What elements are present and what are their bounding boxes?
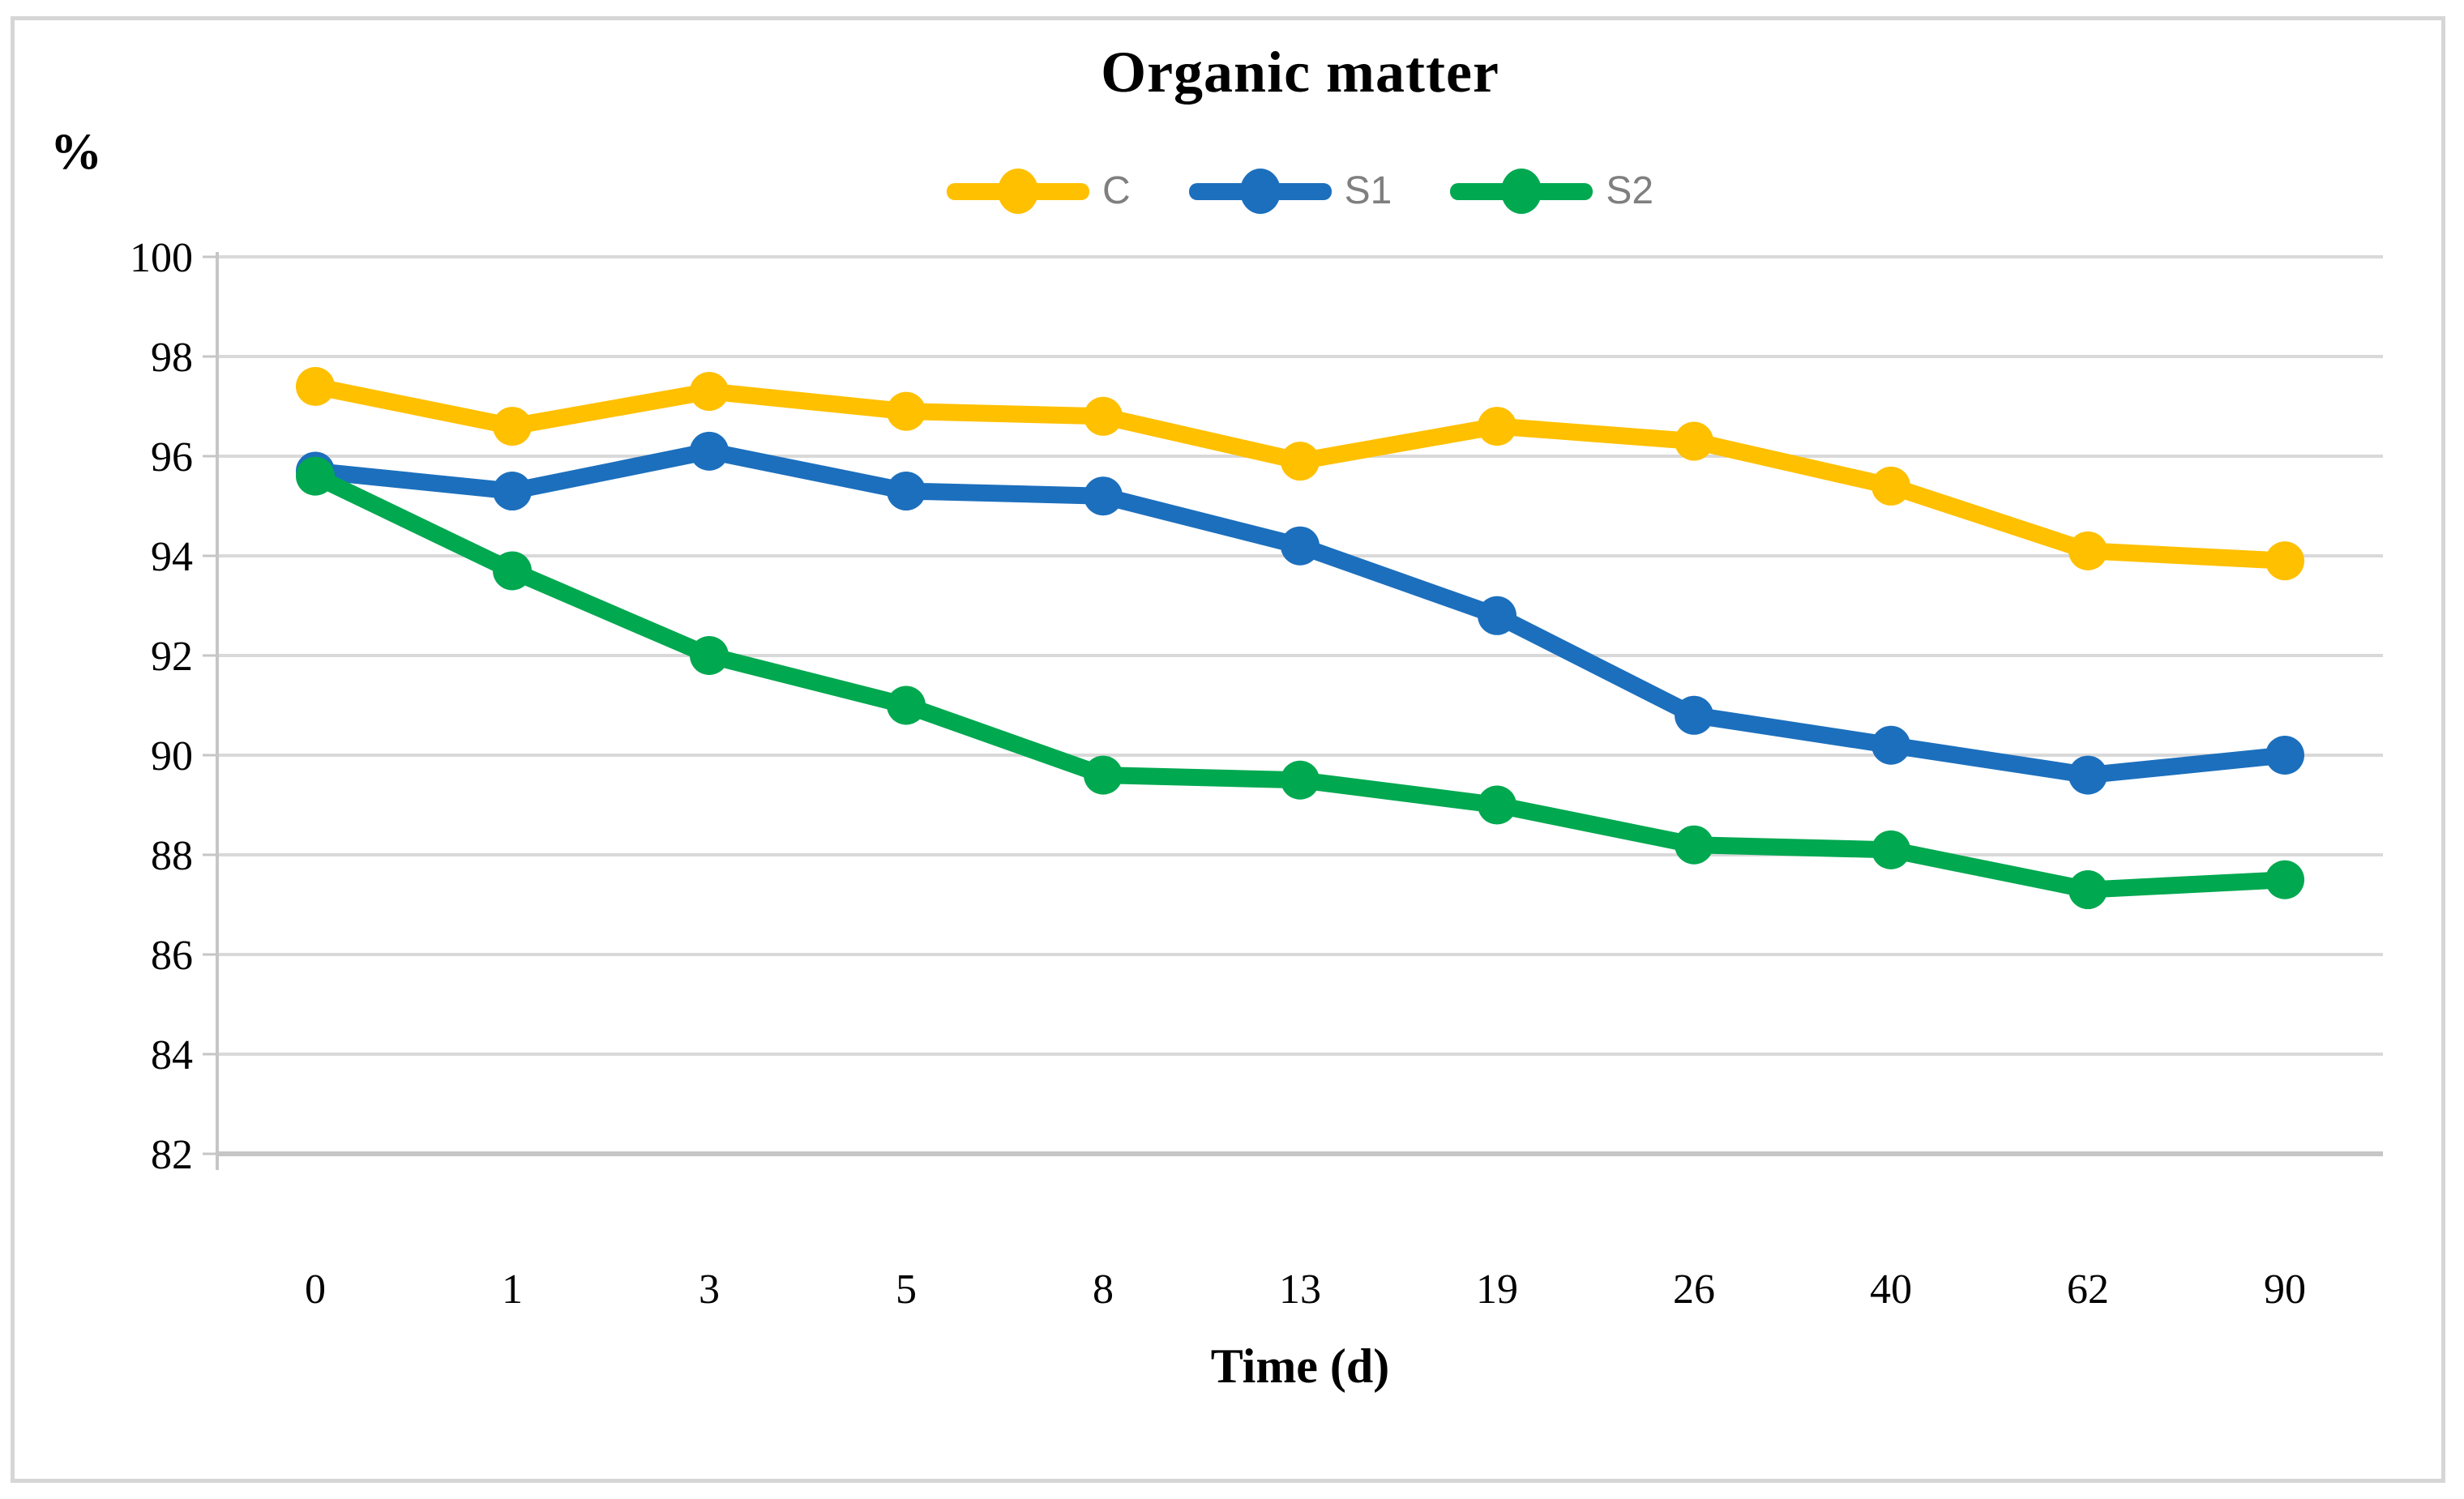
data-point-C	[296, 366, 335, 406]
data-point-C	[1675, 421, 1713, 461]
legend-label: S1	[1344, 169, 1392, 212]
x-tick-label: 0	[305, 1266, 326, 1313]
x-tick-label: 8	[1093, 1266, 1114, 1313]
data-point-S2	[1675, 825, 1713, 865]
legend: C S1 S2	[217, 169, 2383, 214]
data-point-S2	[1084, 755, 1123, 795]
x-tick-label: 3	[699, 1266, 720, 1313]
legend-marker-dot-icon	[1501, 169, 1542, 214]
data-point-S1	[1281, 526, 1320, 566]
data-point-S2	[1872, 830, 1910, 869]
data-point-C	[493, 407, 532, 446]
data-point-S2	[296, 456, 335, 496]
x-tick-label: 13	[1279, 1266, 1321, 1313]
legend-entry-S1: S1	[1188, 169, 1392, 214]
data-point-C	[2068, 531, 2107, 570]
data-point-S1	[1478, 596, 1516, 635]
data-point-S2	[887, 685, 926, 725]
y-axis-unit-label: %	[50, 122, 102, 180]
legend-label: C	[1102, 169, 1131, 212]
legend-entry-C: C	[946, 169, 1131, 214]
x-tick-label: 90	[2264, 1266, 2306, 1313]
data-point-C	[2265, 541, 2304, 581]
y-tick-label: 100	[130, 235, 193, 281]
data-point-S1	[2265, 736, 2304, 775]
y-tick-label: 90	[151, 733, 193, 779]
legend-label: S2	[1606, 169, 1654, 212]
data-point-S2	[1478, 785, 1516, 825]
x-axis-title: Time (d)	[1210, 1339, 1390, 1393]
data-point-C	[1281, 442, 1320, 481]
data-point-S1	[1872, 725, 1910, 765]
data-point-S2	[2068, 870, 2107, 910]
data-point-S2	[690, 636, 729, 675]
y-tick-label: 88	[151, 833, 193, 879]
y-tick-label: 82	[151, 1132, 193, 1178]
y-tick-label: 98	[151, 335, 193, 381]
data-point-S1	[887, 472, 926, 511]
data-point-S1	[1675, 695, 1713, 735]
legend-line-marker-icon	[1450, 169, 1593, 214]
data-point-S1	[493, 472, 532, 511]
legend-line-marker-icon	[1188, 169, 1332, 214]
legend-marker-dot-icon	[1239, 169, 1281, 214]
y-tick-label: 96	[151, 434, 193, 480]
data-point-S1	[1084, 476, 1123, 516]
data-point-C	[1478, 407, 1516, 446]
data-point-S2	[493, 551, 532, 591]
y-tick-label: 86	[151, 933, 193, 979]
x-tick-label: 26	[1673, 1266, 1715, 1313]
data-point-C	[1084, 396, 1123, 436]
y-tick-label: 84	[151, 1032, 193, 1078]
legend-line-marker-icon	[946, 169, 1089, 214]
data-point-C	[887, 391, 926, 431]
data-point-S1	[2068, 755, 2107, 795]
data-point-C	[690, 372, 729, 412]
chart-title: Organic matter	[1101, 40, 1499, 105]
x-tick-label: 5	[896, 1266, 917, 1313]
x-tick-label: 40	[1870, 1266, 1912, 1313]
chart-border	[11, 16, 2445, 1483]
y-tick-label: 94	[151, 534, 193, 580]
data-point-S2	[1281, 760, 1320, 800]
data-point-S1	[690, 431, 729, 471]
x-tick-label: 19	[1476, 1266, 1518, 1313]
data-point-S2	[2265, 860, 2304, 899]
data-point-C	[1872, 466, 1910, 506]
y-tick-label: 92	[151, 634, 193, 680]
legend-marker-dot-icon	[997, 169, 1038, 214]
legend-entry-S2: S2	[1450, 169, 1654, 214]
x-tick-label: 62	[2067, 1266, 2109, 1313]
x-tick-label: 1	[502, 1266, 523, 1313]
